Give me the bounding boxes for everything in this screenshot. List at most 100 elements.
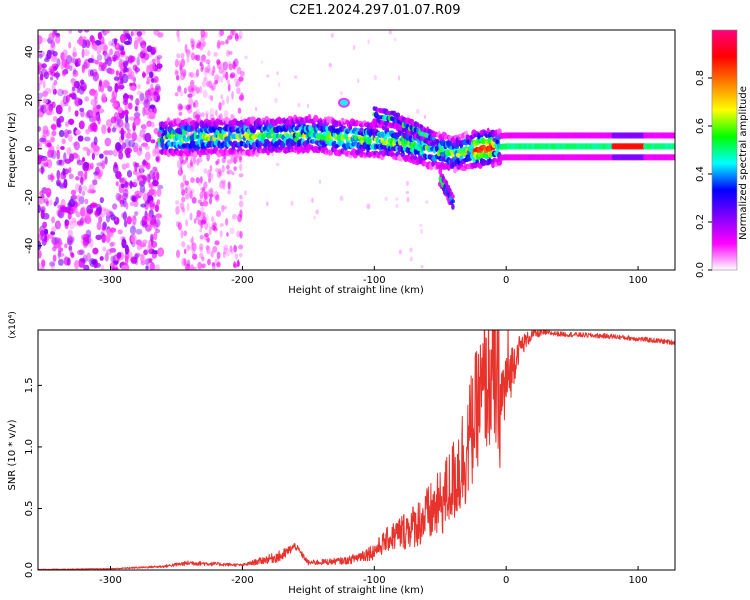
spectrogram-cell: [218, 170, 223, 177]
colorbar-tick-label: 0.0: [695, 262, 706, 278]
spectrogram-cell: [156, 54, 163, 60]
spectrogram-cell: [60, 60, 65, 70]
spectrogram-cell: [206, 237, 210, 243]
spectrogram-cell: [195, 109, 200, 114]
spectrogram-cell: [67, 105, 71, 113]
spectrogram-cell: [431, 136, 436, 141]
figure-title: C2E1.2024.297.01.07.R09: [289, 3, 460, 18]
spectrogram-cell: [195, 114, 201, 120]
spectrogram-cell: [123, 220, 128, 228]
spectrogram-cell: [72, 51, 77, 58]
spectrogram-cell: [181, 196, 186, 203]
spectrogram-cell: [145, 224, 152, 232]
spectrogram-cell: [111, 54, 119, 59]
spectrogram-cell: [220, 76, 224, 83]
spectrogram-cell: [93, 171, 100, 176]
spectrogram-cell: [158, 250, 163, 256]
spectrogram-cell: [151, 263, 155, 270]
spectrogram-cell: [199, 191, 204, 199]
spectrogram-cell: [190, 52, 195, 61]
spectrogram-cell: [74, 97, 82, 107]
spectrogram-cell: [101, 124, 107, 135]
spectrogram-cell: [56, 179, 61, 187]
spectrogram-cell: [233, 166, 237, 172]
spectrogram-cell: [206, 80, 211, 88]
spectrogram-cell: [196, 210, 202, 217]
spectrogram-cell: [38, 43, 41, 52]
spectrogram-cell: [179, 62, 183, 69]
spectrogram-cell: [68, 173, 74, 180]
spectrogram-cell: [176, 30, 180, 38]
spectrogram-cell: [231, 30, 236, 36]
spectrogram-cell: [182, 69, 187, 77]
spectrogram-cell: [38, 100, 41, 108]
spectrogram-cell: [122, 60, 128, 69]
spectrogram-cell: [79, 107, 85, 112]
spectrogram-cell: [144, 258, 150, 265]
spectrogram-cell: [121, 264, 127, 270]
spectrogram-cell: [109, 247, 117, 253]
spectrogram-cell: [204, 31, 208, 39]
spectrogram-cell: [40, 234, 48, 242]
spectrogram-cell: [239, 163, 243, 172]
spectrogram-cell: [131, 214, 137, 221]
spectrogram-cell: [73, 261, 79, 267]
spectrogram-cell: [38, 157, 42, 165]
spectrogram-cell: [177, 222, 182, 231]
spectrogram-cell: [229, 227, 235, 235]
spectrogram-cell: [101, 264, 105, 270]
spectrogram-cell: [115, 181, 119, 187]
spectrogram-cell: [239, 194, 243, 200]
spectrogram-cell: [176, 53, 181, 59]
spectrogram-cell: [92, 247, 99, 255]
snr-y-tick-label: 0.5: [24, 501, 35, 517]
spectrogram-cell: [229, 74, 234, 79]
spectrogram-cell: [149, 219, 155, 226]
spectrogram-cell: [100, 30, 105, 34]
spectrogram-cell: [114, 82, 119, 93]
spectrogram-cell: [209, 193, 214, 198]
spectrogram-cell: [70, 61, 75, 70]
spectrogram-cell: [151, 241, 158, 248]
spectrogram-cell: [84, 30, 90, 33]
spectrogram-cell: [139, 164, 144, 174]
spectrogram-cell: [133, 119, 141, 127]
spectrogram-cell: [217, 158, 220, 165]
spectrogram-cell: [136, 171, 143, 179]
spectrogram-cell: [184, 192, 190, 200]
spectrogram-y-ticks: -40 -20 0 20 40: [24, 45, 42, 254]
spectrogram-cell: [96, 45, 102, 55]
spectrogram-cell: [266, 74, 270, 78]
spectrogram-cell: [203, 67, 208, 77]
spectrogram-cell: [180, 58, 186, 68]
spectrogram-cell: [226, 79, 231, 85]
spectrogram-cell: [239, 230, 243, 239]
spectrogram-cell: [51, 216, 55, 224]
spectrogram-cell: [207, 169, 212, 178]
spectrogram-cell: [115, 171, 122, 180]
spectrogram-cell: [86, 252, 91, 262]
snr-y-ticks: 0.0 0.5 1.0 1.5: [24, 377, 42, 578]
spectrogram-cell: [44, 88, 52, 94]
spectrogram-cell: [146, 97, 153, 102]
spectrogram-cell: [180, 91, 184, 97]
spectrogram-cell: [220, 94, 224, 100]
spectrogram-cell: [451, 194, 455, 199]
spectrogram-cell: [184, 43, 188, 53]
spectrogram-cell: [213, 51, 218, 57]
spectrogram-cell: [198, 181, 202, 186]
spectrogram-cell: [188, 97, 194, 107]
spectrogram-cell: [191, 253, 198, 260]
spectrogram-cell: [105, 30, 110, 34]
spectrogram-cell: [114, 38, 118, 46]
spectrogram-cell: [78, 36, 84, 46]
spectrogram-cell: [222, 205, 228, 210]
spectrogram-cell: [76, 249, 84, 256]
spectrogram-cell: [120, 77, 124, 85]
colorbar-ticks: 0.0 0.2 0.4 0.6 0.8: [695, 70, 712, 278]
spectrogram-cell: [57, 250, 61, 259]
spectrogram-cell: [86, 208, 94, 214]
spectrogram-cell: [142, 193, 148, 202]
spectrogram-cell: [176, 85, 182, 93]
